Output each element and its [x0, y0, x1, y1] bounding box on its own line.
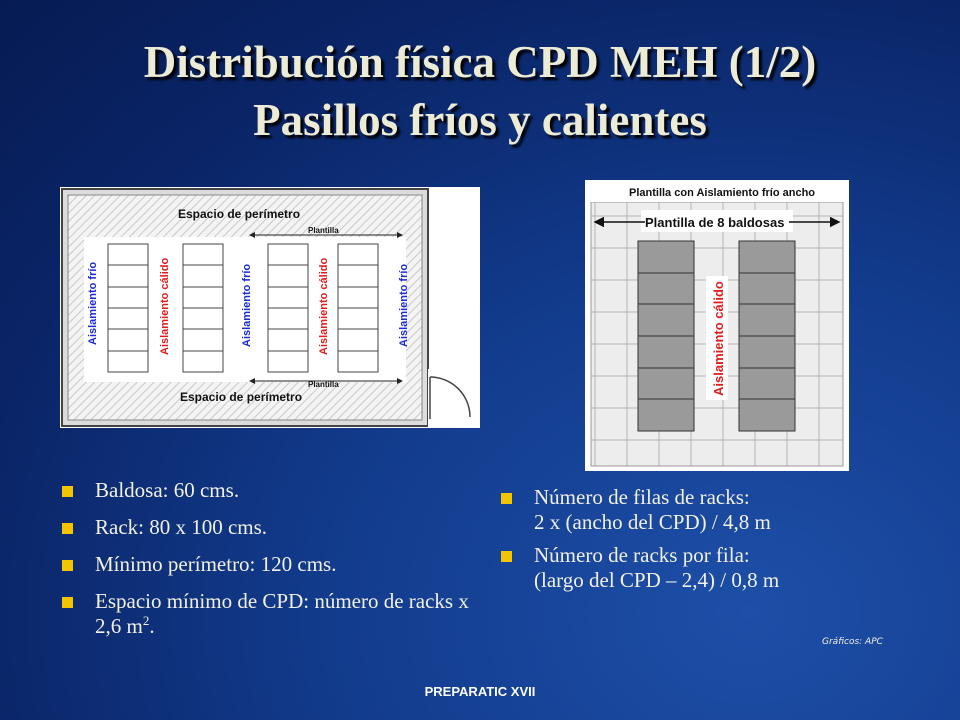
perimeter-label-bottom: Espacio de perímetro	[180, 390, 302, 404]
graphics-credit: Gráficos: APC	[822, 637, 883, 647]
bullet-rack-rows: Número de filas de racks: 2 x (ancho del …	[499, 485, 919, 535]
right-bullet-list: Número de filas de racks: 2 x (ancho del …	[499, 485, 919, 601]
plantilla-label-bottom: Plantilla	[308, 380, 339, 389]
slide-title-line2: Pasillos fríos y calientes	[253, 95, 707, 145]
left-bullet-list: Baldosa: 60 cms. Rack: 80 x 100 cms. Mín…	[60, 478, 480, 651]
perimeter-label-top: Espacio de perímetro	[178, 207, 300, 221]
cold-aisle-label-1: Aislamiento frío	[87, 262, 99, 345]
cold-aisle-label-3: Aislamiento frío	[398, 264, 410, 347]
footer-text: PREPARATIC XVII	[424, 684, 536, 699]
cold-aisle-label-2: Aislamiento frío	[241, 264, 253, 347]
bullet-tile-size: Baldosa: 60 cms.	[60, 478, 480, 503]
bullet-min-perimeter: Mínimo perímetro: 120 cms.	[60, 552, 480, 577]
bullet-rack-size: Rack: 80 x 100 cms.	[60, 515, 480, 540]
plantilla-label-top: Plantilla	[308, 226, 339, 235]
template-hot-aisle-label: Aislamiento cálido	[711, 281, 726, 396]
hot-aisle-label-2: Aislamiento cálido	[318, 258, 330, 355]
template-width-label: Plantilla de 8 baldosas	[645, 215, 784, 230]
template-header: Plantilla con Aislamiento frío ancho	[629, 187, 815, 199]
bullet-min-space: Espacio mínimo de CPD: número de racks x…	[60, 589, 480, 639]
slide-title-line1: Distribución física CPD MEH (1/2)	[143, 37, 817, 87]
floor-plan-figure: Espacio de perímetro Plantilla Plantilla…	[60, 187, 480, 428]
bullet-racks-per-row: Número de racks por fila: (largo del CPD …	[499, 543, 919, 593]
template-figure: Plantilla con Aislamiento frío ancho Pla…	[585, 180, 849, 471]
hot-aisle-label-1: Aislamiento cálido	[159, 258, 171, 355]
